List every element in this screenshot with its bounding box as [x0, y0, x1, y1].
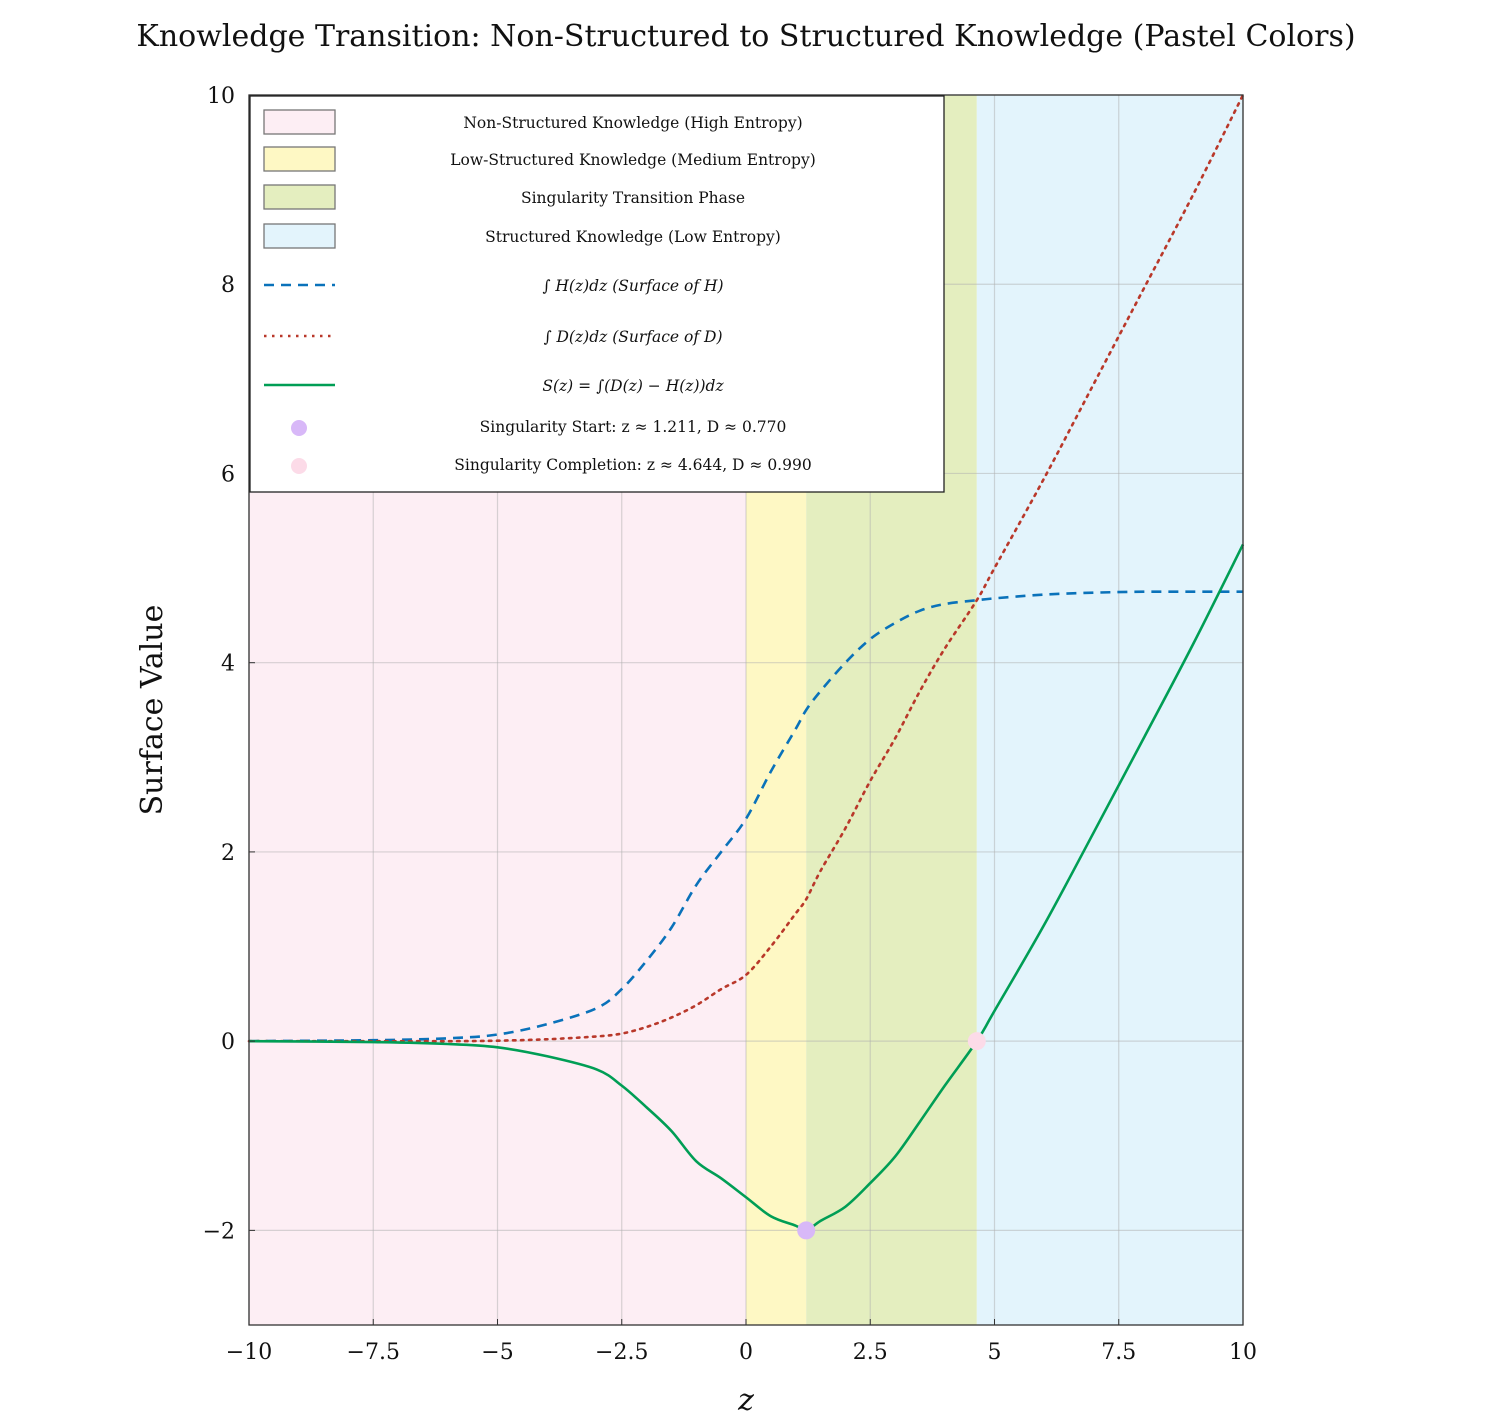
y-tick-label: 2 [221, 841, 235, 866]
legend-box [249, 95, 945, 493]
legend-marker [291, 420, 307, 436]
series-line-1 [247, 93, 1245, 1043]
legend-marker [291, 458, 307, 474]
legend-label: ∫ H(z)dz (Surface of H) [542, 277, 723, 295]
legend-label: S(z) = ∫(D(z) − H(z))dz [542, 377, 724, 395]
x-tick-label: 5 [988, 1340, 1002, 1365]
legend-label: Low-Structured Knowledge (Medium Entropy… [450, 151, 816, 169]
y-tick-label: 6 [221, 462, 235, 487]
y-axis-label: Surface Value [135, 605, 170, 816]
legend-swatch [263, 146, 336, 172]
x-tick-label: 2.5 [853, 1340, 888, 1365]
marker-0 [797, 1221, 816, 1240]
x-tick-label: −5 [481, 1340, 513, 1365]
x-tick-label: 7.5 [1101, 1340, 1136, 1365]
series-line-0 [248, 590, 1243, 1043]
region-3 [976, 95, 1243, 1325]
marker-1 [967, 1032, 986, 1051]
y-tick-label: −2 [203, 1219, 235, 1244]
legend-swatch [263, 109, 336, 135]
legend-swatch [263, 184, 336, 210]
ticks: −10 −7.5 −5 −2.5 0 2.5 5 7.5 10 −2 0 2 4 6 8 10 [203, 84, 1257, 1365]
legend: Non-Structured Knowledge (High Entropy) L… [249, 95, 945, 493]
legend-label: Structured Knowledge (Low Entropy) [485, 228, 781, 246]
chart-title: Knowledge Transition: Non-Structured to … [136, 19, 1355, 54]
x-tick-label: −10 [226, 1340, 272, 1365]
legend-label: Singularity Transition Phase [521, 189, 745, 207]
markers [797, 1032, 986, 1240]
y-tick-label: 4 [221, 652, 235, 677]
y-tick-label: 10 [207, 84, 235, 109]
x-tick-label: −2.5 [595, 1340, 648, 1365]
y-tick-label: 8 [221, 273, 235, 298]
legend-label: Singularity Completion: z ≈ 4.644, D ≈ 0… [454, 456, 811, 474]
y-tick-label: 0 [221, 1030, 235, 1055]
x-tick-label: 10 [1229, 1340, 1257, 1365]
legend-label: Singularity Start: z ≈ 1.211, D ≈ 0.770 [480, 418, 787, 436]
legend-label: ∫ D(z)dz (Surface of D) [544, 328, 723, 346]
legend-swatch [263, 223, 336, 249]
legend-label: Non-Structured Knowledge (High Entropy) [463, 114, 802, 132]
x-tick-label: −7.5 [347, 1340, 400, 1365]
x-tick-label: 0 [739, 1340, 753, 1365]
x-axis-label: z [737, 1383, 754, 1418]
